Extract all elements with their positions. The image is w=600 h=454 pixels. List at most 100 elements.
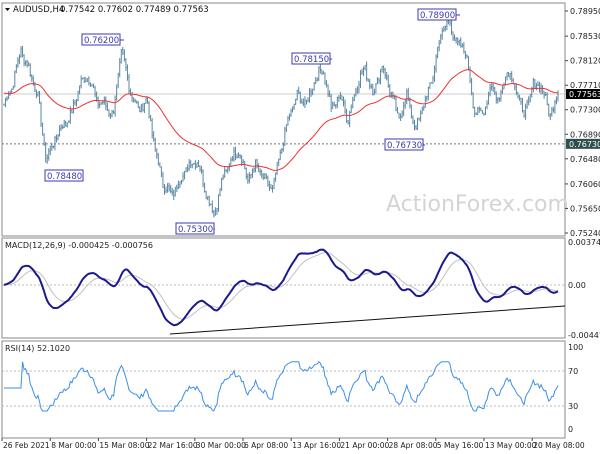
moving-average-line	[3, 69, 559, 171]
price-bar	[114, 95, 116, 117]
price-annotation: 0.78480	[44, 169, 84, 182]
price-bar	[382, 65, 385, 74]
price-bar	[66, 122, 68, 128]
price-bar	[78, 85, 81, 95]
price-bar	[183, 170, 186, 180]
rsi-title: RSI(14) 52.1020	[5, 344, 70, 353]
price-bar	[365, 61, 368, 82]
annotation-label: 0.78900	[420, 11, 455, 21]
price-bar	[245, 167, 247, 180]
price-bar	[34, 81, 36, 92]
price-bar	[456, 37, 459, 46]
price-bar	[160, 166, 163, 178]
price-bar	[294, 98, 297, 106]
price-bar	[290, 108, 292, 117]
price-bar	[4, 97, 7, 108]
price-bar	[438, 39, 440, 52]
price-bar	[271, 185, 274, 193]
price-bar	[316, 77, 318, 82]
annotation-label: 0.76730	[387, 141, 422, 151]
price-annotation: 0.76200	[81, 33, 124, 46]
price-bar	[424, 95, 426, 108]
price-annotation: 0.78150	[291, 52, 332, 65]
price-bar	[94, 85, 96, 98]
price-bar	[256, 158, 258, 169]
price-bar	[494, 86, 496, 95]
annotation-label: 0.78150	[294, 55, 329, 65]
price-bar	[247, 173, 249, 184]
price-bar	[378, 77, 380, 84]
price-bar	[404, 99, 406, 109]
price-bar	[220, 177, 223, 192]
current-price-label: 0.77563	[569, 90, 600, 99]
price-tick-label: 0.75650	[570, 204, 600, 213]
dropdown-triangle-icon[interactable]	[5, 8, 10, 11]
price-bar	[177, 180, 180, 190]
price-bar	[527, 96, 530, 106]
price-bar	[396, 107, 399, 114]
price-bar	[274, 172, 277, 182]
price-annotation: 0.75300	[175, 222, 215, 235]
price-bar	[120, 48, 122, 64]
price-bar	[24, 60, 27, 66]
price-bar	[169, 184, 172, 194]
price-bar	[296, 89, 298, 101]
price-bar	[11, 88, 13, 93]
price-bar	[384, 67, 386, 79]
price-bar	[370, 83, 372, 89]
price-bar	[350, 104, 352, 114]
price-bar	[453, 34, 456, 41]
price-bar	[171, 187, 173, 196]
rsi-tick: 100	[568, 343, 583, 352]
price-bar	[361, 68, 363, 75]
price-bar	[190, 160, 192, 169]
price-bar	[543, 90, 545, 99]
price-bar	[304, 96, 306, 108]
rsi-pane	[1, 340, 566, 439]
price-bar	[375, 83, 377, 94]
price-bar	[200, 166, 203, 174]
price-bar	[336, 96, 339, 109]
price-bar	[69, 106, 72, 124]
annotation-label: 0.78480	[47, 172, 82, 182]
price-bar	[341, 95, 343, 101]
price-bar	[335, 103, 337, 109]
price-bar	[102, 100, 104, 105]
price-bar	[352, 96, 354, 109]
price-bar	[261, 169, 263, 179]
symbol-label: AUDUSD,H4	[13, 5, 64, 15]
price-bar	[498, 97, 501, 102]
price-bar	[416, 117, 419, 131]
price-bar	[54, 135, 56, 151]
price-bar	[298, 86, 300, 95]
price-bar	[211, 200, 214, 214]
price-bar	[20, 46, 22, 58]
macd-title: MACD(12,26,9) -0.000425 -0.000756	[5, 241, 153, 250]
price-bar	[242, 159, 244, 164]
price-bar	[322, 70, 325, 75]
price-bar	[546, 92, 548, 106]
price-bar	[487, 91, 490, 105]
price-bar	[549, 113, 551, 121]
price-bar	[257, 163, 260, 173]
price-bar	[284, 126, 286, 147]
price-bar	[481, 110, 484, 114]
price-bar	[270, 183, 272, 190]
macd-tick: -0.004475	[568, 331, 600, 340]
level-price-box	[566, 138, 600, 149]
price-bar	[356, 86, 359, 94]
price-bar	[148, 100, 150, 119]
price-bar	[373, 88, 376, 96]
price-tick-label: 0.78120	[570, 57, 600, 66]
price-bar	[126, 64, 129, 81]
price-bar	[500, 89, 502, 102]
price-bar	[7, 91, 10, 100]
price-bar	[501, 85, 504, 95]
price-bar	[197, 160, 200, 167]
price-bar	[166, 183, 169, 193]
price-tick-label: 0.76060	[570, 180, 600, 189]
price-bar	[535, 82, 538, 91]
price-bar	[358, 80, 360, 94]
price-bar	[472, 92, 474, 109]
price-bar	[55, 134, 58, 143]
